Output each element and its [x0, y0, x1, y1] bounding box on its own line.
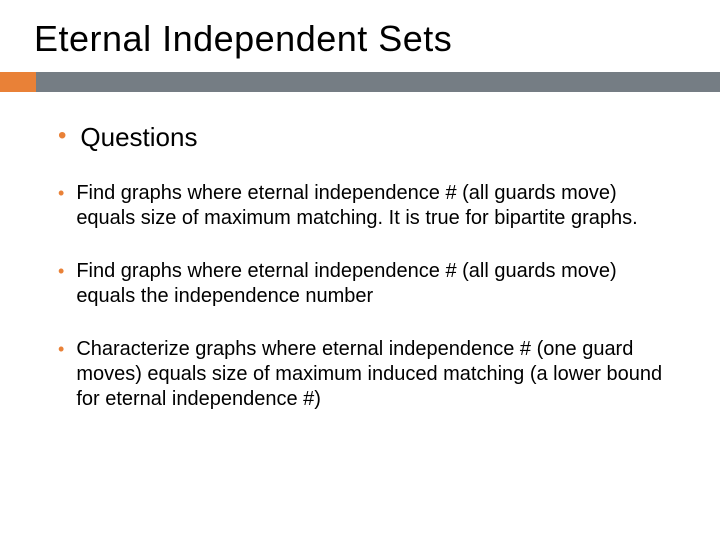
- bullet-dot-icon: •: [58, 122, 66, 150]
- bullet-dot-icon: •: [58, 337, 64, 361]
- accent-orange-segment: [0, 72, 36, 92]
- bullet-sub: • Find graphs where eternal independence…: [58, 181, 672, 231]
- accent-gray-segment: [36, 72, 720, 92]
- bullet-sub-text: Find graphs where eternal independence #…: [76, 181, 672, 231]
- bullet-sub-text: Characterize graphs where eternal indepe…: [76, 337, 672, 412]
- bullet-sub-text: Find graphs where eternal independence #…: [76, 259, 672, 309]
- content-area: • Questions • Find graphs where eternal …: [0, 92, 720, 412]
- bullet-main-text: Questions: [80, 122, 197, 153]
- accent-bar: [0, 72, 720, 92]
- bullet-main: • Questions: [58, 122, 672, 153]
- bullet-sub: • Characterize graphs where eternal inde…: [58, 337, 672, 412]
- bullet-dot-icon: •: [58, 181, 64, 205]
- bullet-dot-icon: •: [58, 259, 64, 283]
- slide: Eternal Independent Sets • Questions • F…: [0, 0, 720, 540]
- slide-title: Eternal Independent Sets: [0, 0, 720, 72]
- bullet-sub: • Find graphs where eternal independence…: [58, 259, 672, 309]
